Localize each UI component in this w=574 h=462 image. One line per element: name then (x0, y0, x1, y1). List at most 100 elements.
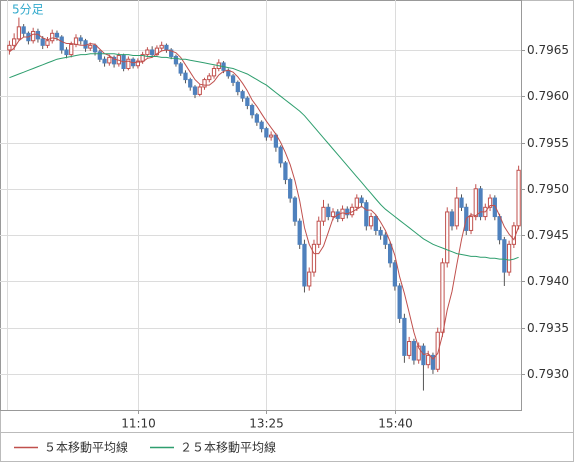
candle-body (92, 44, 98, 53)
candle-body (50, 32, 55, 42)
candle-body (254, 114, 259, 123)
candle-body (69, 43, 74, 56)
candle-body (40, 38, 45, 46)
candle-body (297, 220, 302, 245)
candle-body (159, 44, 164, 49)
y-tick-label: 0.7955 (527, 136, 569, 150)
candle-body (368, 216, 374, 227)
candle-body (473, 188, 478, 218)
candle-body (178, 63, 183, 74)
y-tick-label: 0.7945 (527, 228, 569, 242)
candle-body (416, 345, 421, 361)
candle-body (164, 44, 169, 51)
x-tick-label: 15:40 (378, 417, 413, 431)
candle-body (245, 97, 250, 107)
candle-body (207, 75, 212, 81)
candle-body (426, 354, 431, 366)
candle-body (97, 51, 102, 60)
candle-body (302, 243, 307, 287)
candle-body (411, 341, 417, 361)
candle-body (230, 75, 236, 83)
candle-body (478, 188, 483, 218)
candle-body (278, 146, 283, 164)
candle-body (492, 197, 497, 218)
candle-body (359, 197, 364, 204)
candle-body (364, 202, 369, 227)
candle-body (459, 197, 464, 208)
candle-body (269, 134, 274, 138)
candle-body (54, 32, 60, 38)
candle-body (407, 341, 412, 356)
candle-body (78, 37, 83, 42)
moving-average-line (9, 33, 520, 360)
candle-body (126, 58, 131, 69)
candle-body (392, 262, 398, 287)
y-tick-label: 0.7965 (527, 43, 569, 57)
candle-body (330, 211, 336, 218)
candle-body (107, 56, 112, 64)
y-tick-label: 0.7935 (527, 321, 569, 335)
candle-body (487, 197, 493, 208)
candle-body (316, 220, 321, 245)
candle-body (445, 211, 450, 264)
x-tick-label: 11:10 (121, 417, 156, 431)
candle-body (16, 26, 22, 40)
legend-label: ２５本移動平均線 (180, 440, 276, 455)
candle-body (283, 162, 288, 181)
candle-body (321, 206, 326, 222)
candle-body (102, 58, 107, 64)
y-tick-label: 0.7950 (527, 182, 569, 196)
candle-body (7, 44, 12, 51)
candle-body (378, 229, 383, 236)
candle-body (59, 36, 64, 51)
candle-body (154, 47, 160, 56)
candle-body (373, 216, 378, 231)
candle-body (111, 56, 117, 65)
candle-body (354, 197, 359, 208)
candle-body (516, 169, 521, 227)
candle-body (502, 239, 507, 273)
candle-body (235, 81, 240, 93)
candle-body (264, 128, 269, 138)
candle-body (440, 262, 445, 333)
candle-body (511, 225, 516, 245)
candle-body (150, 49, 155, 56)
x-tick-label: 13:25 (249, 417, 284, 431)
candle-body (402, 317, 407, 356)
candle-body (12, 38, 17, 46)
candle-body (506, 243, 512, 273)
candle-body (45, 40, 50, 46)
candle-body (307, 271, 312, 287)
candle-body (64, 49, 69, 56)
candle-body (188, 79, 193, 88)
candle-body (145, 49, 150, 56)
candle-body (449, 211, 455, 227)
candle-body (169, 49, 174, 57)
candle-body (21, 26, 26, 34)
candle-body (345, 208, 350, 216)
candle-body (173, 55, 179, 65)
candle-body (88, 44, 93, 49)
candle-body (292, 197, 298, 222)
chart-label: 5分足 (12, 3, 44, 17)
candle-body (135, 60, 141, 67)
candle-body (430, 354, 436, 370)
candle-body (435, 331, 440, 370)
candle-body (259, 121, 264, 130)
candle-body (140, 54, 145, 62)
y-tick-label: 0.7930 (527, 367, 569, 381)
candle-body (240, 91, 245, 99)
candle-body (197, 86, 202, 95)
candle-body (288, 179, 293, 199)
plot-area (0, 0, 522, 411)
legend-label: ５本移動平均線 (44, 440, 128, 455)
candle-body (383, 234, 388, 245)
candle-body (31, 30, 36, 42)
candle-body (454, 197, 459, 227)
candle-body (311, 243, 317, 273)
candle-body (421, 345, 426, 366)
candle-body (192, 86, 198, 95)
y-tick-label: 0.7940 (527, 274, 569, 288)
candle-body (468, 216, 474, 231)
